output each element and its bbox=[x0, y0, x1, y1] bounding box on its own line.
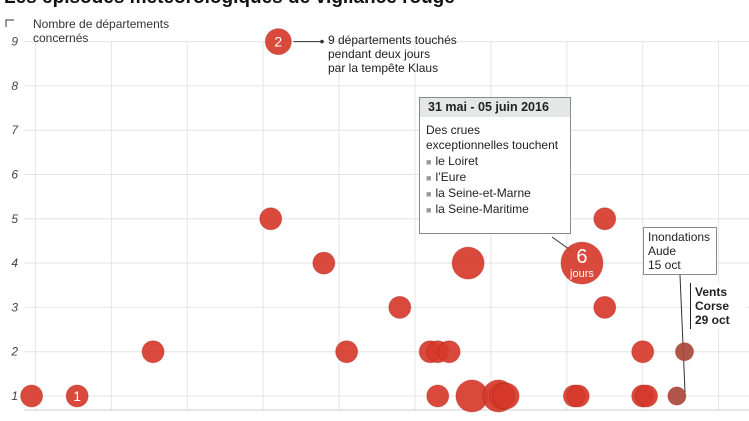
crues-list-item: la Seine-Maritime bbox=[426, 202, 564, 218]
y-axis-label: Nombre de départements concernés bbox=[33, 17, 172, 45]
y-tick-label: 6 bbox=[11, 168, 18, 182]
data-point bbox=[426, 384, 450, 408]
aude-leader bbox=[679, 274, 686, 393]
data-point bbox=[635, 384, 659, 408]
y-tick-label: 7 bbox=[11, 123, 19, 137]
data-point bbox=[667, 386, 687, 406]
crues-list-item: la Seine-et-Marne bbox=[426, 186, 564, 202]
y-axis-label-line-2: concernés bbox=[33, 31, 88, 45]
annotation-klaus: 9 départements touchés pendant deux jour… bbox=[328, 33, 457, 75]
data-point bbox=[335, 340, 359, 364]
annotation-corse-box: Vents Corse 29 oct bbox=[690, 283, 746, 329]
crues-list: le Loiretl’Eurela Seine-et-Marnela Seine… bbox=[420, 154, 570, 218]
data-point bbox=[437, 340, 461, 364]
data-point bbox=[259, 207, 283, 231]
data-point bbox=[560, 241, 604, 285]
data-point-label: 1 bbox=[73, 388, 81, 404]
annotation-crues-box: 31 mai - 05 juin 2016 Des crues exceptio… bbox=[419, 97, 571, 234]
crues-text: Des crues exceptionnelles touchent bbox=[426, 123, 559, 152]
crues-date: 31 mai - 05 juin 2016 bbox=[420, 98, 570, 117]
data-point bbox=[388, 295, 412, 319]
grid bbox=[24, 41, 749, 411]
data-point bbox=[451, 246, 485, 280]
data-point bbox=[141, 340, 165, 364]
data-point bbox=[312, 251, 336, 275]
klaus-leader-dot bbox=[320, 39, 324, 44]
data-point bbox=[566, 384, 590, 408]
y-tick-label: 5 bbox=[11, 212, 18, 226]
crues-list-item: l’Eure bbox=[426, 170, 564, 186]
data-point bbox=[492, 382, 520, 410]
data-point bbox=[593, 207, 617, 231]
y-tick-label: 4 bbox=[11, 256, 18, 270]
y-tick-label: 8 bbox=[11, 79, 18, 93]
data-point-label: 2 bbox=[274, 34, 282, 50]
data-point bbox=[65, 384, 89, 408]
y-tick-label: 9 bbox=[11, 35, 18, 49]
y-tick-label: 2 bbox=[10, 345, 18, 359]
chart-title: Les épisodes météorologiques de vigilanc… bbox=[4, 0, 455, 8]
y-tick-label: 3 bbox=[11, 300, 18, 314]
data-point bbox=[20, 384, 44, 408]
data-point bbox=[674, 342, 694, 362]
data-point bbox=[593, 295, 617, 319]
data-point-sublabel: jours bbox=[569, 268, 594, 280]
data-point bbox=[631, 340, 655, 364]
crues-list-item: le Loiret bbox=[426, 154, 564, 170]
y-axis: 1 2 3 4 5 6 7 8 9 bbox=[10, 35, 19, 403]
y-tick-label: 1 bbox=[11, 389, 18, 403]
y-axis-label-line-1: Nombre de départements bbox=[33, 17, 169, 31]
annotation-aude-box: Inondations Aude 15 oct bbox=[643, 227, 717, 275]
data-point bbox=[264, 28, 292, 56]
y-axis-label-hook bbox=[5, 19, 14, 27]
data-point-label: 6 bbox=[576, 246, 587, 268]
